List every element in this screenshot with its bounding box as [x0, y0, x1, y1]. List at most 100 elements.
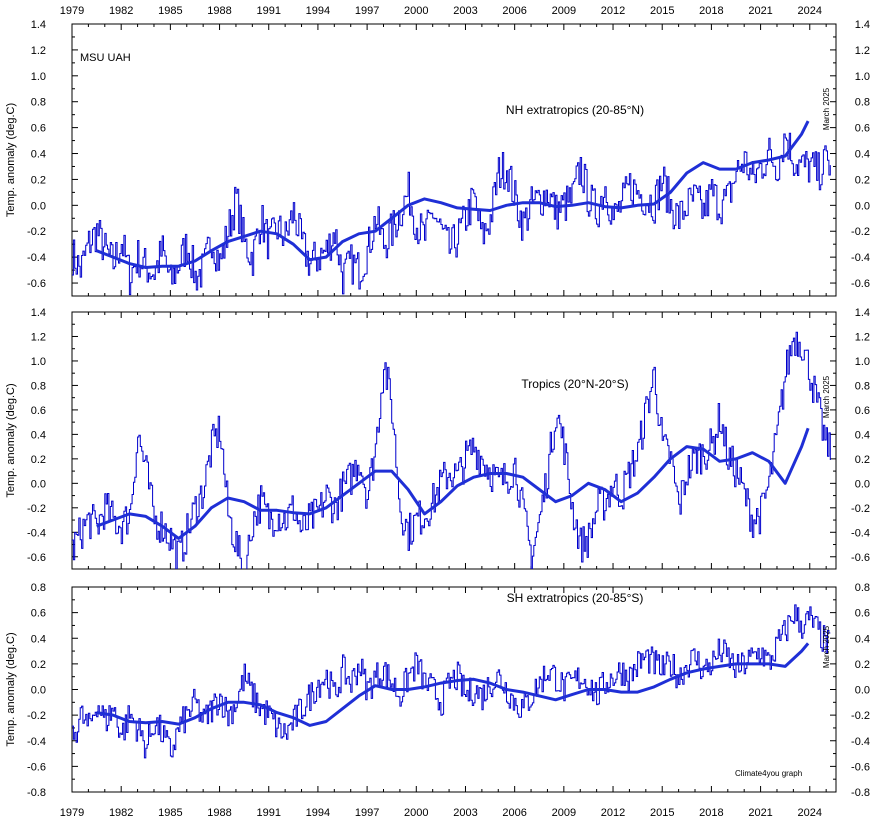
y-axis-label: Temp. anomaly (deg.C) [5, 103, 17, 217]
y-tick-label-right: -0.2 [851, 226, 870, 238]
y-tick-label-left: -0.4 [27, 252, 46, 264]
y-tick-label-right: 0.0 [855, 200, 870, 212]
y-tick-label-right: 1.0 [855, 71, 870, 83]
y-tick-label-right: -0.2 [851, 710, 870, 722]
top-x-tick-label: 2021 [748, 5, 772, 17]
y-tick-label-right: 0.4 [855, 429, 870, 441]
bottom-x-tick-label: 2006 [502, 807, 526, 819]
y-tick-label-left: -0.2 [27, 503, 46, 515]
y-tick-label-left: 0.8 [31, 582, 46, 594]
credit-label: Climate4you graph [735, 769, 802, 778]
bottom-x-tick-label: 2024 [798, 807, 822, 819]
panel-title: Tropics (20°N-20°S) [521, 377, 628, 391]
y-tick-label-left: -0.4 [27, 736, 46, 748]
top-x-tick-label: 2012 [601, 5, 625, 17]
y-tick-label-left: 0.6 [31, 608, 46, 620]
top-x-tick-label: 1991 [256, 5, 280, 17]
smoothed-series-line [96, 120, 810, 269]
y-tick-label-left: 0.4 [31, 429, 46, 441]
y-tick-label-right: -0.4 [851, 736, 870, 748]
y-tick-label-left: 0.2 [31, 454, 46, 466]
bottom-x-tick-label: 2012 [601, 807, 625, 819]
y-tick-label-right: 1.0 [855, 356, 870, 368]
top-x-tick-label: 1997 [355, 5, 379, 17]
monthly-series-line [72, 604, 831, 759]
y-tick-label-left: 0.2 [31, 659, 46, 671]
y-tick-label-left: 1.0 [31, 356, 46, 368]
y-tick-label-left: 1.2 [31, 45, 46, 57]
bottom-x-tick-label: 2018 [699, 807, 723, 819]
date-note: March 2025 [822, 375, 831, 418]
y-tick-label-left: 0.6 [31, 405, 46, 417]
y-tick-label-left: 0.4 [31, 633, 46, 645]
y-tick-label-right: 0.6 [855, 123, 870, 135]
y-tick-label-left: -0.6 [27, 761, 46, 773]
y-tick-label-left: 1.2 [31, 331, 46, 343]
top-x-tick-label: 2000 [404, 5, 428, 17]
y-axis-label: Temp. anomaly (deg.C) [5, 632, 17, 746]
smoothed-series-line [96, 642, 810, 727]
bottom-x-tick-label: 1982 [109, 807, 133, 819]
bottom-x-tick-label: 1988 [207, 807, 231, 819]
y-tick-label-right: -0.6 [851, 278, 870, 290]
panel-title: SH extratropics (20-85°S) [507, 591, 644, 605]
y-tick-label-left: -0.2 [27, 710, 46, 722]
plot-frame [71, 311, 837, 570]
y-tick-label-left: 0.0 [31, 685, 46, 697]
bottom-x-tick-label: 1994 [306, 807, 330, 819]
bottom-x-tick-label: 1985 [158, 807, 182, 819]
y-tick-label-left: 0.4 [31, 149, 46, 161]
y-tick-label-left: 0.8 [31, 97, 46, 109]
panel-nh-extratropics: -0.6 -0.6 -0.4 -0.4 -0.2 -0.2 0.0 0.0 0.2 0.2 0.4 0… [5, 19, 870, 297]
y-tick-label-right: -0.4 [851, 527, 870, 539]
y-tick-label-right: 0.4 [855, 149, 870, 161]
smoothed-series-line [96, 427, 810, 540]
y-tick-label-right: -0.4 [851, 252, 870, 264]
y-tick-label-right: 0.2 [855, 174, 870, 186]
top-x-tick-label: 2006 [502, 5, 526, 17]
bottom-x-tick-label: 2009 [552, 807, 576, 819]
y-tick-label-right: 0.2 [855, 659, 870, 671]
bottom-x-tick-label: 2003 [453, 807, 477, 819]
y-tick-label-left: 0.0 [31, 478, 46, 490]
y-tick-label-right: 0.8 [855, 582, 870, 594]
y-tick-label-left: -0.8 [27, 787, 46, 799]
panel-tropics: -0.6 -0.6 -0.4 -0.4 -0.2 -0.2 0.0 0.0 0.2 0.2 0.4 0… [5, 307, 870, 570]
y-tick-label-right: 1.2 [855, 45, 870, 57]
y-tick-label-right: 0.4 [855, 633, 870, 645]
top-x-tick-label: 2015 [650, 5, 674, 17]
y-tick-label-left: 0.8 [31, 380, 46, 392]
bottom-x-tick-label: 1991 [256, 807, 280, 819]
y-tick-label-right: -0.6 [851, 552, 870, 564]
top-x-tick-label: 2018 [699, 5, 723, 17]
y-tick-label-left: 0.6 [31, 123, 46, 135]
y-tick-label-left: 1.4 [31, 19, 46, 31]
y-tick-label-right: -0.2 [851, 503, 870, 515]
top-x-tick-label: 1979 [60, 5, 84, 17]
y-tick-label-left: -0.4 [27, 527, 46, 539]
plot-frame [71, 23, 837, 297]
y-tick-label-left: 1.4 [31, 307, 46, 319]
bottom-x-tick-label: 2021 [748, 807, 772, 819]
y-tick-label-right: 0.0 [855, 685, 870, 697]
bottom-x-tick-label: 1979 [60, 807, 84, 819]
bottom-x-tick-label: 1997 [355, 807, 379, 819]
panel-sh-extratropics: -0.8 -0.8 -0.6 -0.6 -0.4 -0.4 -0.2 -0.2 0.0 0.0 0.… [5, 582, 870, 799]
top-x-axis: 1979 1982 1985 1988 1991 1994 1997 2000 2003 2006… [60, 5, 822, 17]
date-note: March 2025 [822, 625, 831, 668]
y-tick-label-right: 1.4 [855, 19, 870, 31]
y-tick-label-right: 0.8 [855, 97, 870, 109]
y-tick-label-right: 0.2 [855, 454, 870, 466]
panel-title: NH extratropics (20-85°N) [506, 103, 644, 117]
y-tick-label-left: -0.2 [27, 226, 46, 238]
bottom-x-tick-label: 2015 [650, 807, 674, 819]
y-tick-label-left: -0.6 [27, 278, 46, 290]
plot-frame [71, 586, 837, 793]
top-x-tick-label: 2024 [798, 5, 822, 17]
y-tick-label-right: 0.8 [855, 380, 870, 392]
y-tick-label-right: 1.2 [855, 331, 870, 343]
top-x-tick-label: 2003 [453, 5, 477, 17]
top-x-tick-label: 1988 [207, 5, 231, 17]
y-tick-label-right: -0.6 [851, 761, 870, 773]
